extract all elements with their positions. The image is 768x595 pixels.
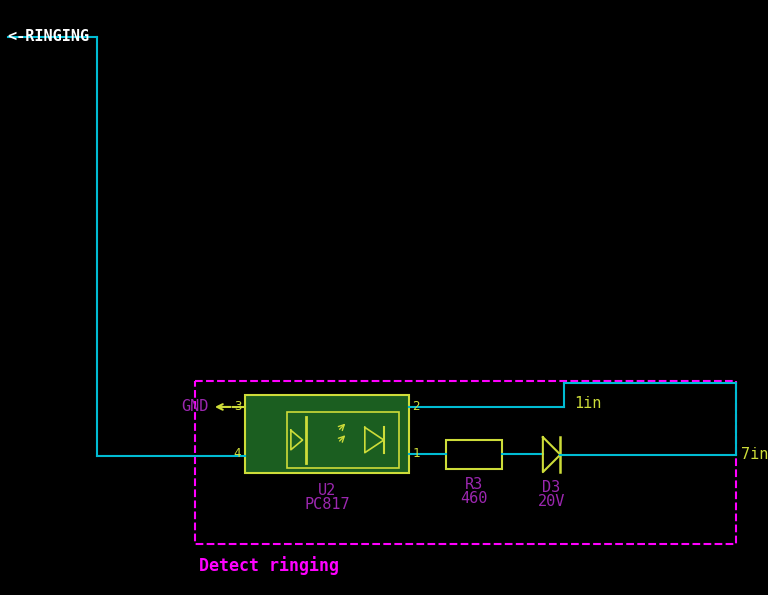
Bar: [445, 440, 502, 469]
Text: D3: D3: [542, 480, 561, 495]
Text: GND: GND: [180, 399, 208, 415]
Bar: [245, 395, 409, 473]
Text: 4: 4: [233, 447, 241, 460]
Text: PC817: PC817: [304, 497, 349, 512]
Bar: [194, 381, 737, 544]
Text: 2: 2: [412, 400, 420, 414]
Text: U2: U2: [318, 483, 336, 498]
Text: 1: 1: [412, 447, 420, 460]
Bar: [287, 412, 399, 468]
Text: Detect ringing: Detect ringing: [200, 556, 339, 575]
Text: 1in: 1in: [574, 396, 601, 411]
Text: <-RINGING: <-RINGING: [8, 30, 90, 45]
Text: 460: 460: [460, 491, 488, 506]
Text: R3: R3: [465, 477, 483, 492]
Text: 7in: 7in: [741, 447, 768, 462]
Text: 20V: 20V: [538, 493, 565, 509]
Text: 3: 3: [233, 400, 241, 414]
